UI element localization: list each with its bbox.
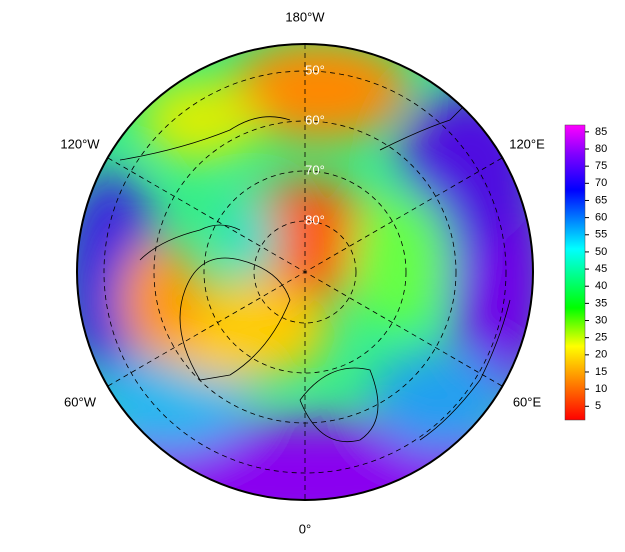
latitude-label: 70° (305, 162, 325, 177)
colorbar-tick-label: 75 (595, 160, 607, 172)
map-border (76, 43, 534, 501)
colorbar-tick-label: 20 (595, 349, 607, 361)
longitude-label: 0° (299, 521, 311, 536)
colorbar-tick-label: 85 (595, 126, 607, 138)
latitude-label: 50° (305, 62, 325, 77)
longitude-label: 180°W (285, 9, 325, 24)
colorbar-tick-label: 80 (595, 143, 607, 155)
colorbar-tick-label: 60 (595, 212, 607, 224)
longitude-label: 120°W (60, 136, 100, 151)
colorbar-tick-label: 15 (595, 366, 607, 378)
colorbar-tick-label: 65 (595, 194, 607, 206)
longitude-label: 60°E (513, 394, 542, 409)
colorbar-tick-label: 35 (595, 297, 607, 309)
colorbar-tick-label: 5 (595, 400, 601, 412)
longitude-label: 120°E (509, 136, 545, 151)
colorbar-tick-label: 10 (595, 383, 607, 395)
latitude-label: 80° (305, 212, 325, 227)
colorbar-tick-label: 55 (595, 229, 607, 241)
colorbar-tick-label: 25 (595, 332, 607, 344)
colorbar-tick-label: 45 (595, 263, 607, 275)
colorbar-tick-label: 50 (595, 246, 607, 258)
longitude-label: 60°W (64, 394, 97, 409)
colorbar-tick-label: 30 (595, 314, 607, 326)
colorbar (564, 124, 586, 421)
colorbar-tick-label: 70 (595, 177, 607, 189)
latitude-label: 60° (305, 112, 325, 127)
colorbar-tick-label: 40 (595, 280, 607, 292)
